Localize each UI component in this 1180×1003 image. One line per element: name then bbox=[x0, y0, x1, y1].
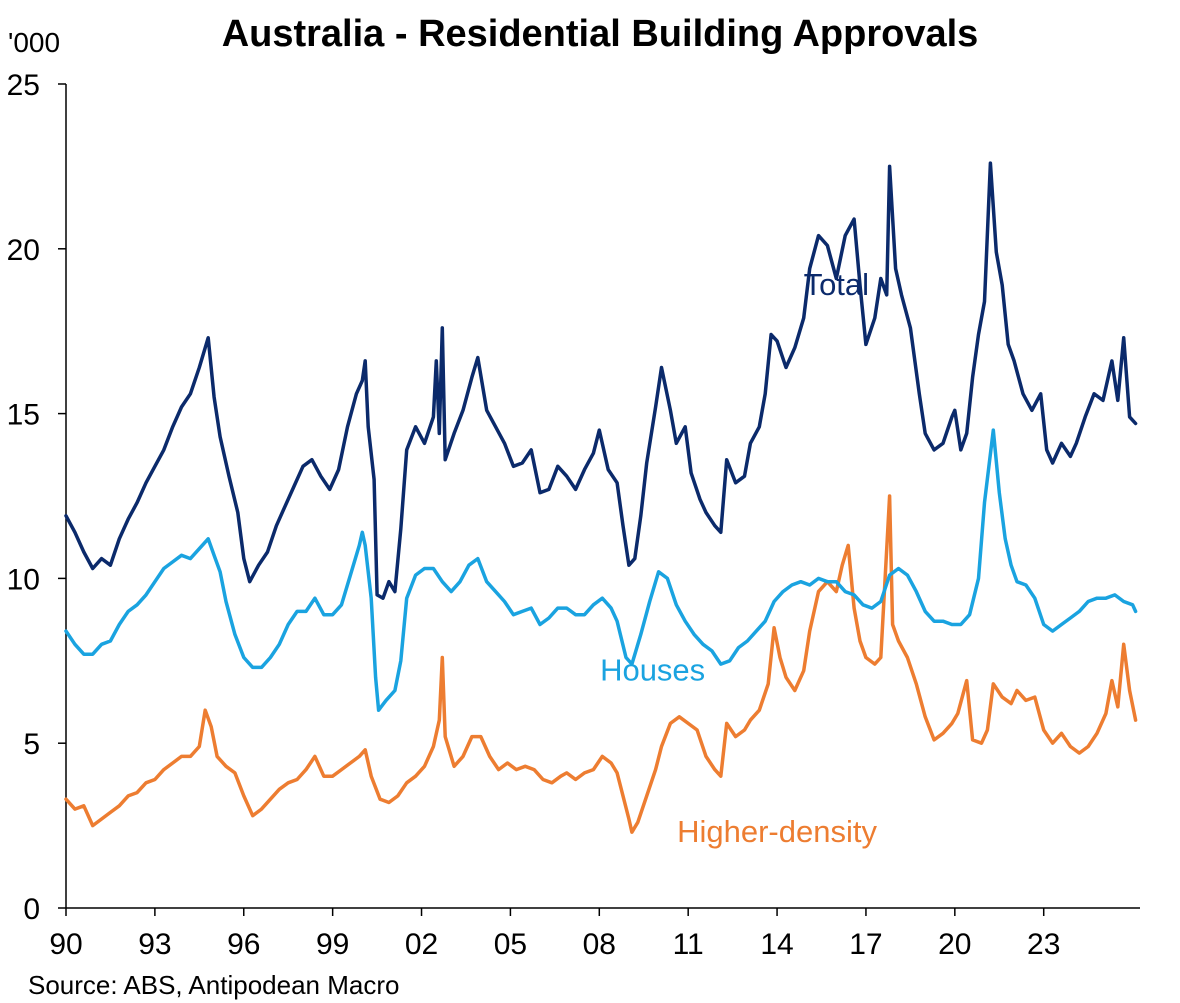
x-tick-label: 23 bbox=[1027, 928, 1060, 961]
chart-title: Australia - Residential Building Approva… bbox=[222, 13, 979, 55]
y-axis-ticks: 0 5 10 15 20 25 bbox=[7, 69, 66, 926]
series-line-higher-density bbox=[64, 494, 1138, 834]
x-tick-label: 93 bbox=[138, 928, 171, 961]
x-tick-label: 99 bbox=[316, 928, 349, 961]
y-axis-unit-label: '000 bbox=[8, 27, 60, 58]
series-group bbox=[64, 161, 1138, 834]
y-tick-label: 20 bbox=[7, 234, 40, 267]
x-tick-label: 08 bbox=[583, 928, 616, 961]
y-tick-label: 25 bbox=[7, 69, 40, 102]
y-tick-label: 15 bbox=[7, 399, 40, 432]
y-tick-label: 0 bbox=[23, 893, 40, 926]
series-line-houses bbox=[64, 428, 1138, 712]
series-line-total bbox=[64, 161, 1138, 600]
x-tick-label: 17 bbox=[849, 928, 882, 961]
series-label-houses: Houses bbox=[600, 653, 705, 688]
x-tick-label: 02 bbox=[405, 928, 438, 961]
x-tick-label: 11 bbox=[673, 928, 704, 961]
x-axis-ticks: 90 93 96 99 02 05 08 11 14 17 20 23 bbox=[49, 908, 1060, 961]
x-tick-label: 96 bbox=[227, 928, 260, 961]
x-tick-label: 20 bbox=[938, 928, 971, 961]
source-note: Source: ABS, Antipodean Macro bbox=[28, 970, 399, 1000]
y-tick-label: 10 bbox=[7, 563, 40, 596]
series-label-higher-density: Higher-density bbox=[677, 814, 877, 849]
x-tick-label: 05 bbox=[494, 928, 527, 961]
y-tick-label: 5 bbox=[23, 728, 40, 761]
series-label-total: Total bbox=[804, 267, 869, 302]
series-labels: Total Houses Higher-density bbox=[600, 267, 877, 849]
x-tick-label: 90 bbox=[49, 928, 82, 961]
x-tick-label: 14 bbox=[760, 928, 793, 961]
